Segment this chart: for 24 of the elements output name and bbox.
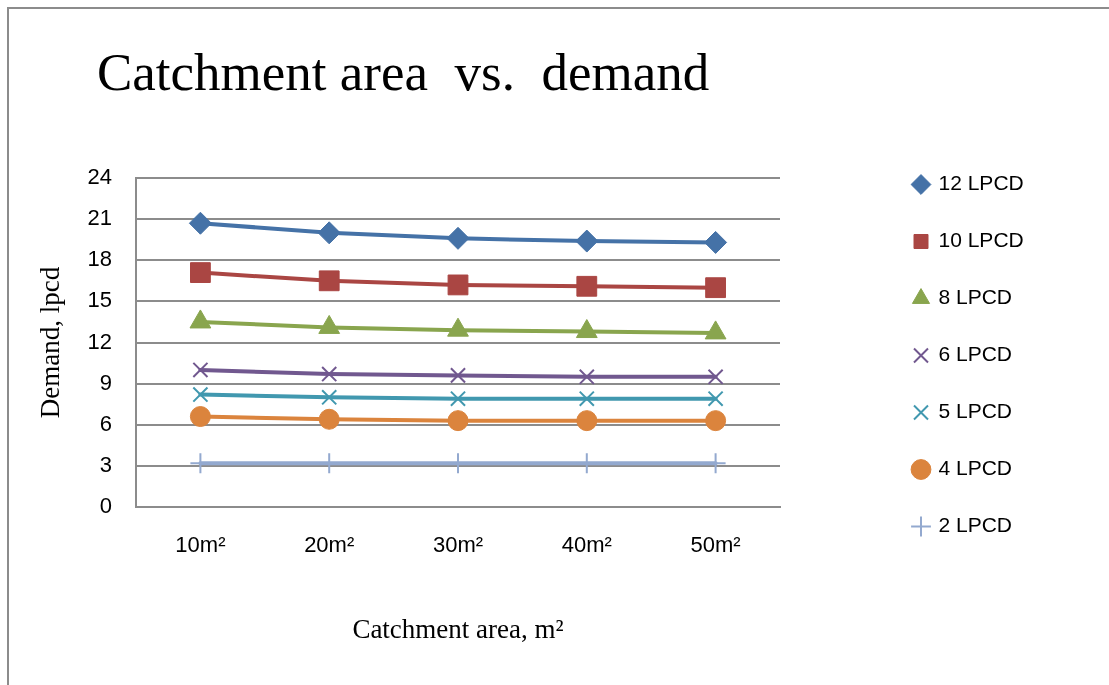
x-tick-label: 40m² <box>561 532 612 558</box>
x-axis-title: Catchment area, m² <box>352 613 564 644</box>
y-tick-label: 0 <box>99 493 112 519</box>
y-tick-label: 9 <box>99 369 112 395</box>
y-tick-label: 24 <box>87 164 112 190</box>
y-tick-label: 3 <box>99 451 112 477</box>
x-tick-label: 10m² <box>175 532 226 558</box>
x-tick-label: 30m² <box>432 532 484 558</box>
legend-label: 10 LPCD <box>938 228 1024 252</box>
y-tick-label: 15 <box>87 287 112 313</box>
chart-title: Catchment area vs. demand <box>97 43 710 101</box>
y-axis-title: Demand, lpcd <box>35 266 66 419</box>
legend-label: 4 LPCD <box>938 456 1013 480</box>
y-tick-label: 12 <box>87 328 112 354</box>
legend-label: 5 LPCD <box>938 399 1013 423</box>
x-tick-label: 50m² <box>690 532 741 558</box>
legend-label: 6 LPCD <box>938 342 1013 366</box>
legend-label: 12 LPCD <box>938 171 1024 195</box>
y-tick-label: 18 <box>87 246 112 272</box>
x-tick-label: 20m² <box>304 532 355 558</box>
y-tick-label: 21 <box>87 205 112 231</box>
y-tick-label: 6 <box>99 410 112 436</box>
legend-label: 2 LPCD <box>938 513 1013 537</box>
legend-label: 8 LPCD <box>938 285 1013 309</box>
